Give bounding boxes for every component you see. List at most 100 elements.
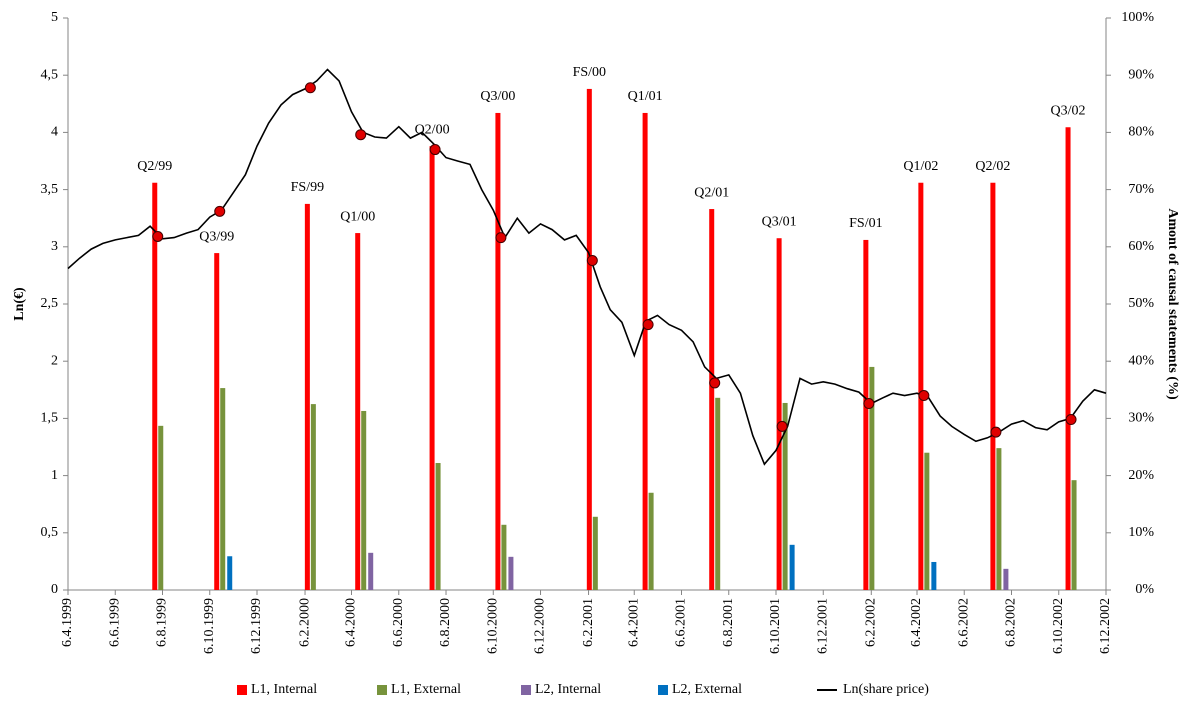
x-tick-label: 6.4.1999 — [60, 598, 75, 647]
bar — [918, 182, 924, 590]
y-tick-label: 3,5 — [41, 182, 59, 197]
x-tick-label: 6.10.2002 — [1051, 598, 1066, 654]
bar — [789, 544, 795, 590]
event-label: Q2/02 — [975, 159, 1010, 174]
legend-label: L2, External — [672, 682, 742, 697]
bar — [495, 112, 501, 591]
event-marker — [776, 420, 788, 432]
y2-tick-label: 80% — [1128, 125, 1154, 140]
bar — [304, 203, 310, 590]
bar — [1003, 568, 1009, 590]
y2-tick-label: 50% — [1128, 296, 1154, 311]
event-marker — [586, 255, 598, 267]
bar — [361, 410, 367, 590]
event-marker — [642, 319, 654, 331]
y2-axis-title: Amont of causal statements (%) — [1165, 208, 1180, 400]
x-tick-label: 6.12.2000 — [533, 598, 548, 654]
x-tick-label: 6.8.2002 — [1004, 598, 1019, 647]
y-tick-label: 2,5 — [41, 296, 59, 311]
event-label: FS/01 — [849, 216, 882, 231]
bar — [152, 182, 158, 590]
x-tick-label: 6.10.2000 — [485, 598, 500, 654]
y-tick-label: 4 — [51, 125, 58, 140]
x-tick-label: 6.10.1999 — [202, 598, 217, 654]
bar — [592, 516, 598, 590]
y-tick-label: 5 — [51, 10, 58, 25]
bar — [931, 561, 937, 590]
bar — [310, 404, 316, 590]
y-tick-label: 1 — [51, 468, 58, 483]
y2-tick-label: 100% — [1121, 10, 1154, 25]
event-label: Q2/00 — [415, 122, 450, 137]
event-marker — [152, 231, 164, 243]
bar — [355, 233, 361, 590]
bar — [586, 88, 592, 590]
x-tick-label: 6.4.2001 — [626, 598, 641, 647]
legend-swatch — [658, 685, 668, 695]
x-tick-label: 6.8.1999 — [155, 598, 170, 647]
legend-label: L1, External — [391, 682, 461, 697]
x-tick-label: 6.8.2000 — [438, 598, 453, 647]
bar — [1065, 127, 1071, 590]
event-marker — [304, 82, 316, 94]
bar — [996, 448, 1002, 590]
bar — [869, 366, 875, 590]
y2-tick-label: 60% — [1128, 239, 1154, 254]
event-label: Q1/01 — [628, 89, 663, 104]
event-label: FS/99 — [291, 180, 324, 195]
share-price-line — [67, 68, 1107, 466]
legend-label: L2, Internal — [535, 682, 601, 697]
bar — [214, 253, 220, 591]
y2-tick-label: 70% — [1128, 182, 1154, 197]
event-label: Q1/00 — [340, 209, 375, 224]
y2-tick-label: 30% — [1128, 411, 1154, 426]
legend-label: Ln(share price) — [843, 682, 929, 697]
x-tick-label: 6.12.2001 — [815, 598, 830, 654]
x-tick-label: 6.2.2002 — [864, 598, 879, 647]
y2-tick-label: 40% — [1128, 353, 1154, 368]
bar — [648, 492, 654, 590]
y-axis-title: Ln(€) — [12, 287, 27, 321]
y-tick-label: 3 — [51, 239, 58, 254]
x-tick-label: 6.6.2001 — [674, 598, 689, 647]
event-marker — [863, 398, 875, 410]
event-label: Q3/00 — [480, 89, 515, 104]
x-tick-label: 6.10.2001 — [768, 598, 783, 654]
x-tick-label: 6.2.2001 — [581, 598, 596, 647]
legend-swatch — [377, 685, 387, 695]
bar — [782, 402, 788, 590]
bar — [776, 238, 782, 590]
event-marker — [918, 390, 930, 402]
y-tick-label: 0,5 — [41, 525, 59, 540]
event-marker — [1065, 414, 1077, 426]
legend-swatch — [521, 685, 531, 695]
event-label: Q3/99 — [199, 229, 234, 244]
legend-label: L1, Internal — [251, 682, 317, 697]
bar — [158, 425, 164, 590]
bar — [990, 182, 996, 590]
legend-swatch — [237, 685, 247, 695]
event-label: Q3/02 — [1051, 103, 1086, 118]
x-tick-label: 6.4.2002 — [909, 598, 924, 647]
x-tick-label: 6.4.2000 — [344, 598, 359, 647]
y2-tick-label: 10% — [1128, 525, 1154, 540]
y2-tick-label: 90% — [1128, 67, 1154, 82]
bar — [435, 463, 441, 590]
event-marker — [355, 129, 367, 141]
event-marker — [429, 144, 441, 156]
x-tick-label: 6.6.2002 — [956, 598, 971, 647]
bar — [220, 388, 226, 590]
y-tick-label: 2 — [51, 353, 58, 368]
event-marker — [709, 377, 721, 389]
event-label: Q3/01 — [762, 214, 797, 229]
bar — [709, 209, 715, 590]
event-label: Q2/99 — [137, 159, 172, 174]
event-marker — [990, 426, 1002, 438]
y-tick-label: 1,5 — [41, 411, 59, 426]
y-tick-label: 0 — [51, 582, 58, 597]
bar — [429, 146, 435, 591]
bar — [863, 239, 869, 590]
x-tick-label: 6.6.2000 — [391, 598, 406, 647]
bar — [715, 397, 721, 590]
x-tick-label: 6.12.1999 — [249, 598, 264, 654]
